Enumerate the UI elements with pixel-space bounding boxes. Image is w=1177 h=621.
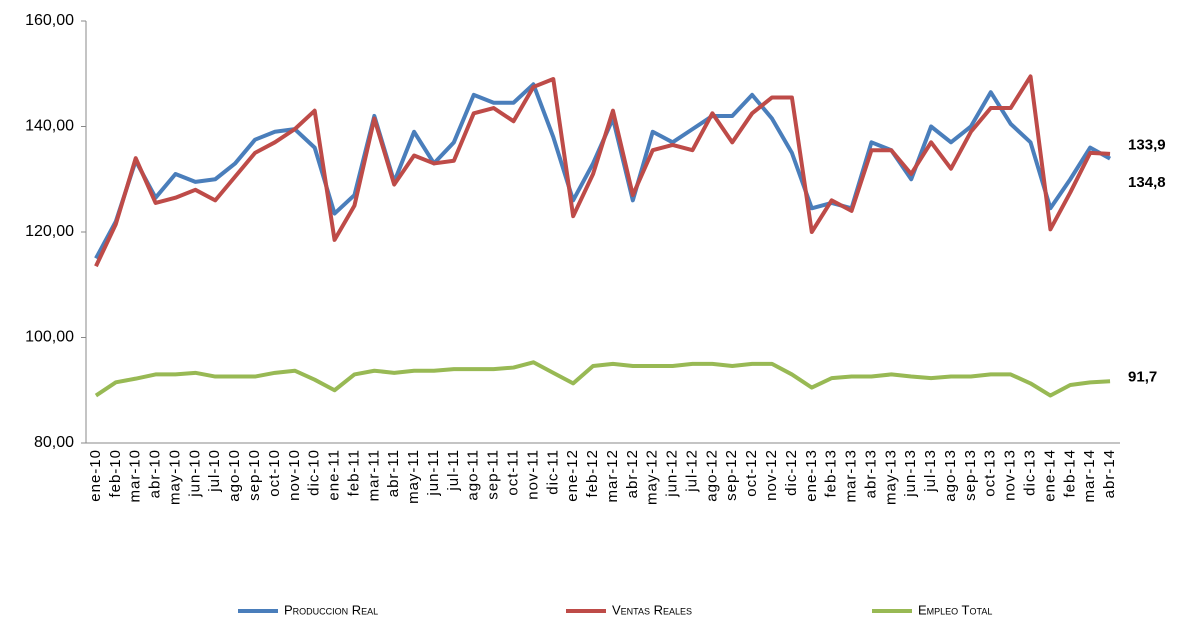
x-tick-label: dic-12 bbox=[783, 449, 800, 496]
series-line bbox=[94, 360, 1111, 398]
y-tick-label: 140,00 bbox=[25, 118, 74, 135]
x-tick-label: jun-13 bbox=[902, 449, 919, 498]
x-tick-label: sep-12 bbox=[723, 449, 740, 501]
value-label: 134,8 bbox=[1128, 174, 1166, 191]
x-tick-label: sep-13 bbox=[962, 449, 979, 501]
x-tick-label: may-12 bbox=[644, 449, 661, 505]
x-tick-label: nov-10 bbox=[286, 449, 303, 501]
y-tick-label: 120,00 bbox=[25, 223, 74, 240]
x-tick-label: jun-11 bbox=[425, 449, 442, 497]
x-tick-label: sep-11 bbox=[485, 449, 502, 500]
x-tick-label: may-11 bbox=[405, 449, 422, 504]
x-tick-label: oct-10 bbox=[266, 449, 283, 497]
x-tick-label: oct-13 bbox=[982, 449, 999, 497]
x-tick-label: mar-13 bbox=[843, 449, 860, 503]
x-tick-label: mar-10 bbox=[127, 449, 144, 503]
x-tick-label: jul-13 bbox=[922, 449, 939, 493]
y-tick-label: 100,00 bbox=[25, 329, 74, 346]
x-tick-label: feb-12 bbox=[584, 449, 601, 498]
x-tick-label: jul-11 bbox=[445, 449, 462, 492]
x-tick-label: ene-10 bbox=[87, 449, 104, 502]
x-tick-label: nov-12 bbox=[763, 449, 780, 501]
x-tick-label: nov-11 bbox=[524, 449, 541, 500]
series-line bbox=[94, 74, 1111, 268]
x-tick-label: oct-12 bbox=[743, 449, 760, 497]
x-tick-label: ago-13 bbox=[942, 449, 959, 502]
x-tick-label: ago-10 bbox=[226, 449, 243, 502]
x-tick-label: jul-10 bbox=[206, 449, 223, 493]
x-tick-label: feb-14 bbox=[1061, 449, 1078, 498]
x-tick-label: ene-14 bbox=[1041, 449, 1058, 502]
x-tick-label: nov-13 bbox=[1002, 449, 1019, 501]
x-tick-label: feb-13 bbox=[823, 449, 840, 498]
x-tick-label: dic-10 bbox=[306, 449, 323, 496]
x-tick-label: ago-12 bbox=[703, 449, 720, 502]
x-tick-label: dic-13 bbox=[1021, 449, 1038, 496]
value-label: 133,9 bbox=[1128, 137, 1166, 154]
x-tick-label: mar-11 bbox=[365, 449, 382, 501]
series-line bbox=[94, 82, 1112, 260]
y-tick-label: 80,00 bbox=[34, 434, 74, 451]
y-tick-label: 160,00 bbox=[25, 12, 74, 29]
x-tick-label: abr-12 bbox=[624, 449, 641, 498]
x-tick-label: ene-12 bbox=[564, 449, 581, 502]
x-tick-label: oct-11 bbox=[504, 449, 521, 496]
value-label: 91,7 bbox=[1128, 368, 1157, 385]
x-tick-label: abr-14 bbox=[1101, 449, 1118, 498]
x-tick-label: mar-12 bbox=[604, 449, 621, 503]
x-tick-label: feb-10 bbox=[107, 449, 124, 498]
x-tick-label: mar-14 bbox=[1081, 449, 1098, 503]
x-tick-label: jun-12 bbox=[664, 449, 681, 498]
x-tick-label: jul-12 bbox=[683, 449, 700, 493]
x-tick-label: ene-13 bbox=[803, 449, 820, 502]
x-tick-label: jun-10 bbox=[186, 449, 203, 498]
legend-label: Produccion Real bbox=[284, 602, 378, 617]
legend-label: Empleo Total bbox=[918, 602, 992, 617]
x-tick-label: may-10 bbox=[166, 449, 183, 505]
x-tick-label: dic-11 bbox=[544, 449, 561, 495]
x-tick-label: ene-11 bbox=[326, 449, 343, 501]
legend-label: Ventas Reales bbox=[612, 602, 692, 617]
x-tick-label: abr-10 bbox=[147, 449, 164, 498]
x-tick-label: abr-13 bbox=[862, 449, 879, 498]
x-tick-label: ago-11 bbox=[465, 449, 482, 501]
x-tick-label: abr-11 bbox=[385, 449, 402, 497]
x-tick-label: may-13 bbox=[882, 449, 899, 505]
x-tick-label: sep-10 bbox=[246, 449, 263, 501]
x-tick-label: feb-11 bbox=[345, 449, 362, 496]
